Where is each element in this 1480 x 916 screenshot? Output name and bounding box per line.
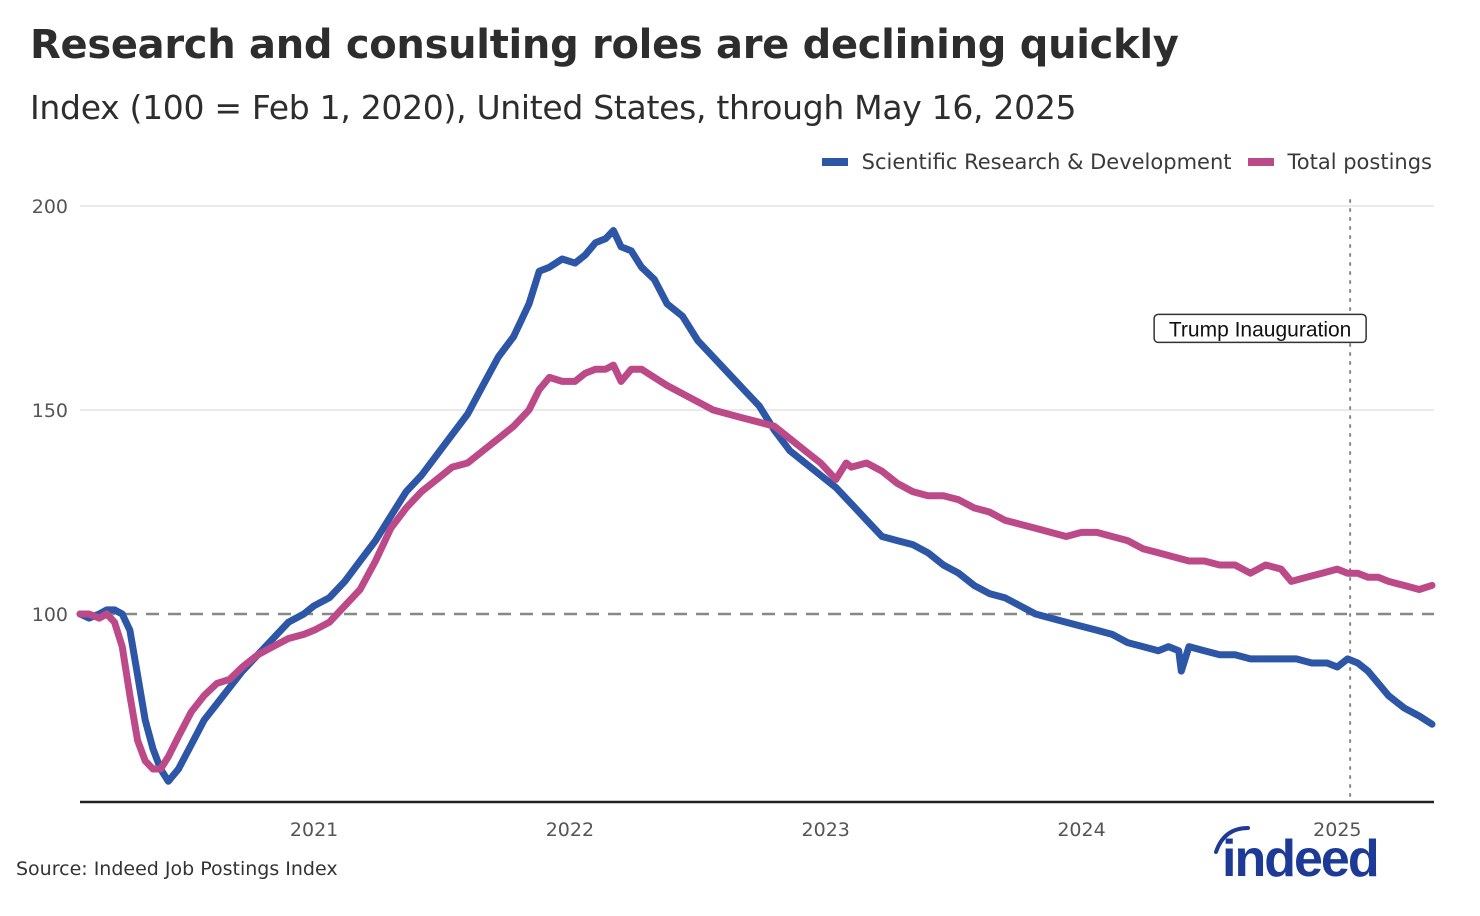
x-tick-label-2025: 2025	[1313, 819, 1361, 841]
annotations: Trump Inauguration	[1153, 199, 1367, 803]
legend-label-research: Scientific Research & Development	[861, 150, 1232, 174]
legend-swatch-research	[821, 158, 848, 166]
legend-item-total[interactable]: Total postings	[1247, 150, 1433, 174]
series-line-research	[76, 227, 1436, 785]
legend: Scientific Research & Development Total …	[806, 150, 1432, 174]
y-tick-label-200: 200	[32, 196, 68, 218]
annotation-label: Trump Inauguration	[1169, 318, 1352, 341]
x-tick-label-2024: 2024	[1057, 819, 1105, 841]
series-lines	[76, 227, 1436, 785]
chart-subtitle: Index (100 = Feb 1, 2020), United States…	[30, 88, 1077, 127]
annotation-box	[1153, 313, 1367, 344]
legend-label-total: Total postings	[1287, 150, 1433, 174]
x-tick-label-2023: 2023	[802, 819, 850, 841]
chart-title: Research and consulting roles are declin…	[30, 22, 1179, 68]
source-note: Source: Indeed Job Postings Index	[16, 858, 338, 880]
x-tick-label-2022: 2022	[546, 819, 594, 841]
gridlines	[80, 205, 1434, 616]
y-tick-label-100: 100	[32, 604, 68, 626]
logo-wordmark: indeed	[1222, 830, 1378, 884]
y-tick-label-150: 150	[32, 400, 68, 422]
y-axis-ticks: 100 150 200	[32, 196, 68, 626]
legend-item-research[interactable]: Scientific Research & Development	[821, 150, 1232, 174]
logo-arc-icon	[1214, 826, 1250, 854]
indeed-logo: indeed	[1214, 826, 1380, 884]
x-axis: 2021 2022 2023 2024 2025	[80, 800, 1434, 841]
x-tick-label-2021: 2021	[290, 819, 338, 841]
legend-swatch-total	[1247, 158, 1274, 166]
series-line-total-postings	[76, 361, 1436, 773]
